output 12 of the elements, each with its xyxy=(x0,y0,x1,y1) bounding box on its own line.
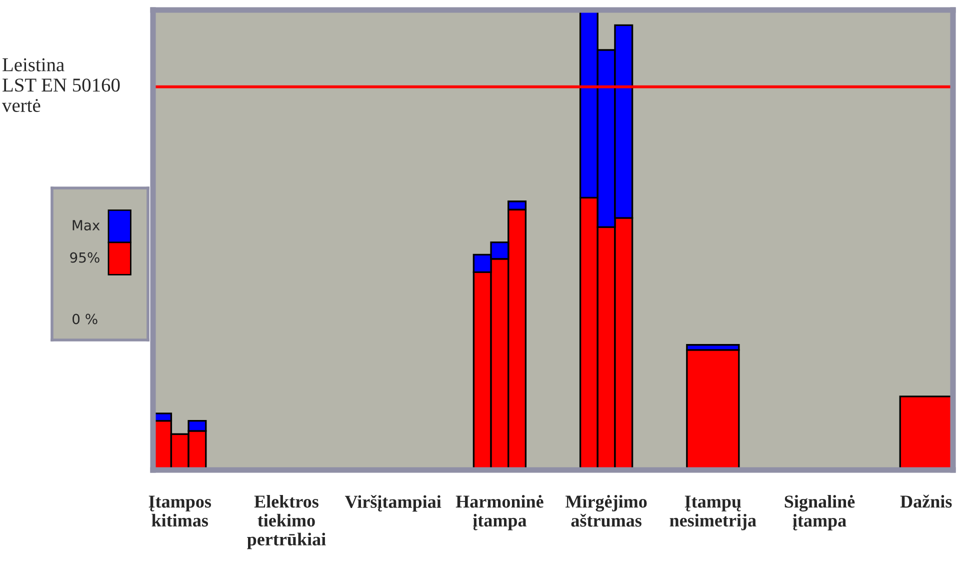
x-tick-label: Dažnis xyxy=(900,494,952,508)
x-tick-label: Mirgėjimo aštrumas xyxy=(566,495,647,527)
x-tick-label: Harmoninė įtampa xyxy=(456,495,544,530)
legend-label: Max xyxy=(72,220,100,230)
text: 0 % xyxy=(72,314,98,324)
legend-label: 95% xyxy=(70,252,100,263)
x-tick-label: Signalinė įtampa xyxy=(784,495,855,530)
ref-line-label: Leistina LST EN 50160 vertė xyxy=(2,58,120,112)
x-tick-label: Įtampų nesimetrija xyxy=(670,496,756,530)
x-tick-label: Viršįtampiai xyxy=(344,495,442,512)
x-tick-label: Įtampos kitimas xyxy=(148,496,212,527)
x-tick-label: Elektros tiekimo pertrūkiai xyxy=(247,495,326,550)
